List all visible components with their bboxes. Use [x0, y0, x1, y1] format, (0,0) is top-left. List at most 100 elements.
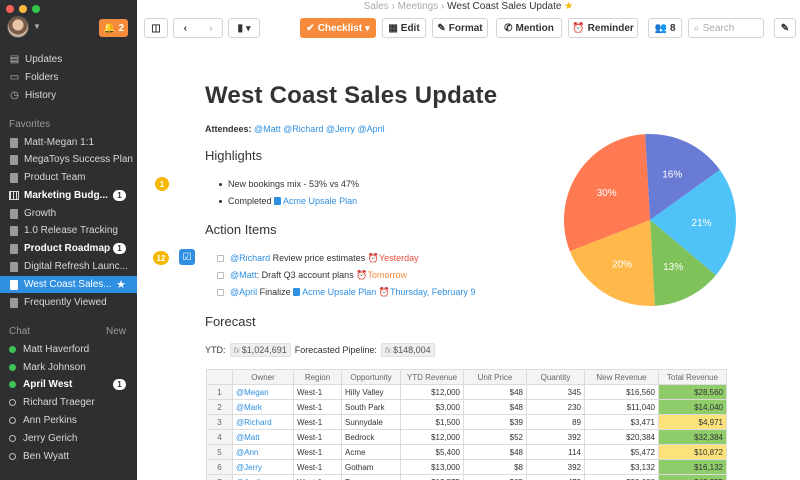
sidebar-item-product-roadmap[interactable]: Product Roadmap 1	[0, 240, 137, 257]
breadcrumb-meetings[interactable]: Meetings	[397, 1, 439, 12]
sidebar-item-growth[interactable]: Growth	[0, 205, 137, 222]
notifications-button[interactable]: 🔔 2	[99, 19, 128, 37]
table-cell[interactable]: Gotham	[341, 459, 401, 475]
edit-button[interactable]: ▦ Edit	[382, 18, 426, 38]
table-cell[interactable]: $48	[463, 444, 527, 460]
ytd-formula[interactable]: fx $1,024,691	[229, 343, 291, 357]
table-cell[interactable]: Sunnydale	[341, 414, 401, 430]
table-cell[interactable]: $39	[463, 414, 527, 430]
sidebar-item-megatoys[interactable]: MegaToys Success Plan	[0, 151, 137, 168]
row-number-cell[interactable]: 3	[206, 414, 233, 430]
checklist-toggle[interactable]: ☑	[179, 249, 195, 265]
table-cell[interactable]: $16,132	[658, 459, 727, 475]
search-input[interactable]: ⌕ Search	[688, 18, 764, 38]
sidebar-item-folders[interactable]: ▭ Folders	[0, 69, 137, 86]
table-cell[interactable]: @Megan	[232, 384, 294, 400]
sidebar-item-frequently-viewed[interactable]: Frequently Viewed	[0, 294, 137, 311]
task-checkbox[interactable]	[217, 289, 224, 296]
chat-item-jerry-gerich[interactable]: Jerry Gerich	[0, 430, 137, 447]
table-cell[interactable]: West-1	[293, 429, 342, 445]
table-cell[interactable]: $14,040	[658, 399, 727, 415]
due-date[interactable]: ⏰Tomorrow	[356, 270, 407, 280]
sidebar-item-history[interactable]: ◷ History	[0, 87, 137, 104]
table-cell[interactable]: West-1	[293, 444, 342, 460]
due-date[interactable]: ⏰Thursday, February 9	[379, 287, 476, 297]
row-number-cell[interactable]: 7	[206, 474, 233, 480]
table-cell[interactable]: $30,680	[584, 474, 659, 480]
table-cell[interactable]: 392	[526, 429, 585, 445]
chat-item-matt-haverford[interactable]: Matt Haverford	[0, 341, 137, 358]
table-cell[interactable]: West-1	[293, 474, 342, 480]
table-cell[interactable]: $12,575	[400, 474, 464, 480]
table-cell[interactable]: $4,971	[658, 414, 727, 430]
minimize-window-button[interactable]	[19, 5, 27, 13]
new-chat-button[interactable]: New	[105, 326, 126, 337]
close-window-button[interactable]	[6, 5, 14, 13]
avatar[interactable]	[7, 16, 29, 38]
table-cell[interactable]: $8	[463, 459, 527, 475]
comment-badge[interactable]: 12	[153, 251, 169, 265]
chat-item-richard-traeger[interactable]: Richard Traeger	[0, 394, 137, 411]
mention-button[interactable]: ✆ Mention	[496, 18, 562, 38]
table-cell[interactable]: 472	[526, 474, 585, 480]
table-cell[interactable]: Bedrock	[341, 429, 401, 445]
chat-item-ann-perkins[interactable]: Ann Perkins	[0, 412, 137, 429]
column-header[interactable]: Quantity	[526, 369, 585, 385]
table-cell[interactable]: West-1	[293, 414, 342, 430]
row-number-cell[interactable]: 6	[206, 459, 233, 475]
table-cell[interactable]: $5,400	[400, 444, 464, 460]
sidebar-item-updates[interactable]: ▤ Updates	[0, 51, 137, 68]
column-header[interactable]: New Revenue	[584, 369, 659, 385]
toggle-sidebar-button[interactable]: ◫	[144, 18, 168, 38]
comment-badge[interactable]: 1	[155, 177, 169, 191]
breadcrumb-sales[interactable]: Sales	[363, 1, 389, 12]
pie-slice[interactable]	[650, 220, 716, 306]
table-cell[interactable]: West-1	[293, 384, 342, 400]
table-cell[interactable]: South Park	[341, 399, 401, 415]
forward-button[interactable]: ›	[209, 22, 213, 34]
table-cell[interactable]: @Mark	[232, 399, 294, 415]
task-checkbox[interactable]	[217, 255, 224, 262]
table-cell[interactable]: 89	[526, 414, 585, 430]
pie-slice[interactable]	[645, 134, 720, 220]
document-link[interactable]: Acme Upsale Plan	[274, 196, 357, 206]
task-mention[interactable]: @Matt	[230, 270, 257, 280]
pie-slice[interactable]	[564, 134, 650, 252]
pie-slice[interactable]	[650, 169, 736, 276]
row-number-cell[interactable]: 1	[206, 384, 233, 400]
due-date[interactable]: ⏰Yesterday	[368, 253, 419, 263]
table-cell[interactable]: $5,472	[584, 444, 659, 460]
compose-button[interactable]: ✎	[774, 18, 796, 38]
attendees-mentions[interactable]: @Matt @Richard @Jerry @April	[254, 124, 385, 134]
column-header[interactable]: YTD Revenue	[400, 369, 464, 385]
table-cell[interactable]: @Matt	[232, 429, 294, 445]
sidebar-item-west-coast-sales[interactable]: West Coast Sales... ★	[0, 276, 137, 293]
table-cell[interactable]: $20,384	[584, 429, 659, 445]
table-cell[interactable]: 230	[526, 399, 585, 415]
column-header[interactable]: Total Revenue	[658, 369, 727, 385]
row-number-cell[interactable]: 5	[206, 444, 233, 460]
members-button[interactable]: 👥 8	[648, 18, 682, 38]
column-header[interactable]: Unit Price	[463, 369, 527, 385]
zoom-window-button[interactable]	[32, 5, 40, 13]
table-cell[interactable]: $3,000	[400, 399, 464, 415]
sidebar-item-matt-megan[interactable]: Matt-Megan 1:1	[0, 134, 137, 151]
table-cell[interactable]: $48	[463, 384, 527, 400]
table-cell[interactable]: Hilly Valley	[341, 384, 401, 400]
back-button[interactable]: ‹	[183, 22, 187, 34]
document-link[interactable]: Acme Upsale Plan	[293, 287, 376, 297]
sidebar-item-digital-refresh[interactable]: Digital Refresh Launc...	[0, 258, 137, 275]
table-cell[interactable]: @Ann	[232, 444, 294, 460]
table-cell[interactable]: $11,040	[584, 399, 659, 415]
table-cell[interactable]: $52	[463, 429, 527, 445]
format-button[interactable]: ✎ Format	[432, 18, 488, 38]
table-cell[interactable]: $32,384	[658, 429, 727, 445]
sidebar-item-release-tracking[interactable]: 1.0 Release Tracking	[0, 222, 137, 239]
chevron-down-icon[interactable]: ▼	[33, 22, 41, 31]
document-menu-button[interactable]: ▮ ▾	[228, 18, 260, 38]
table-cell[interactable]: $48	[463, 399, 527, 415]
table-cell[interactable]: $3,471	[584, 414, 659, 430]
table-cell[interactable]: West-1	[293, 399, 342, 415]
table-cell[interactable]: $3,132	[584, 459, 659, 475]
reminder-button[interactable]: ⏰ Reminder	[568, 18, 638, 38]
